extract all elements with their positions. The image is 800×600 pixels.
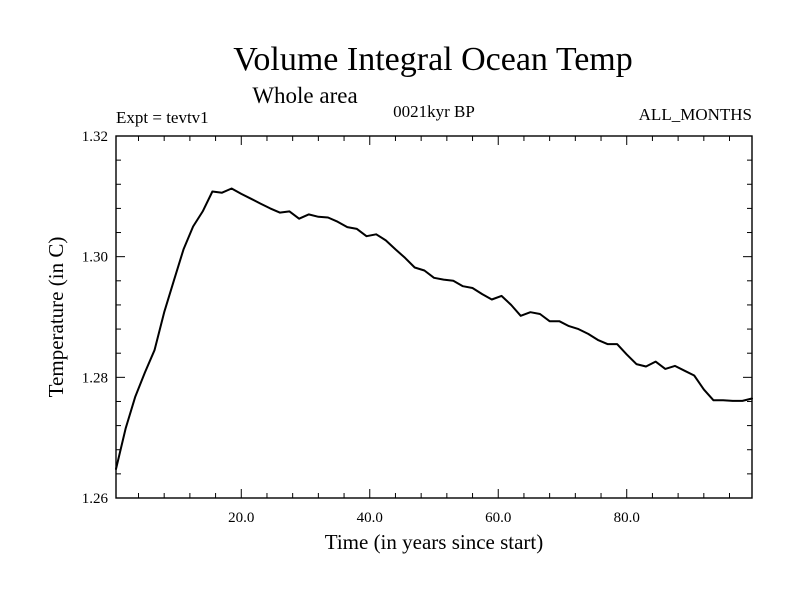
experiment-label: Expt = tevtv1 (116, 108, 209, 127)
plot-frame (115, 135, 753, 499)
chart-subtitle: Whole area (252, 83, 357, 108)
period-label: 0021kyr BP (393, 102, 475, 121)
x-tick-labels: 20.0 40.0 60.0 80.0 (228, 510, 640, 526)
x-axis-label: Time (in years since start) (325, 530, 544, 554)
y-tick-label: 1.30 (82, 250, 108, 266)
y-axis-label: Temperature (in C) (44, 237, 68, 398)
temperature-series-line (115, 187, 753, 470)
y-tick-marks (116, 135, 752, 499)
x-tick-label: 60.0 (485, 510, 511, 526)
months-label: ALL_MONTHS (639, 105, 752, 124)
chart-title: Volume Integral Ocean Temp (233, 41, 633, 78)
x-tick-marks (137, 136, 731, 498)
y-tick-label: 1.32 (82, 129, 108, 145)
y-tick-labels: 1.26 1.28 1.30 1.32 (82, 129, 109, 507)
x-tick-label: 40.0 (357, 510, 383, 526)
y-tick-label: 1.26 (82, 491, 109, 507)
x-tick-label: 80.0 (614, 510, 640, 526)
y-tick-label: 1.28 (82, 370, 108, 386)
x-tick-label: 20.0 (228, 510, 254, 526)
